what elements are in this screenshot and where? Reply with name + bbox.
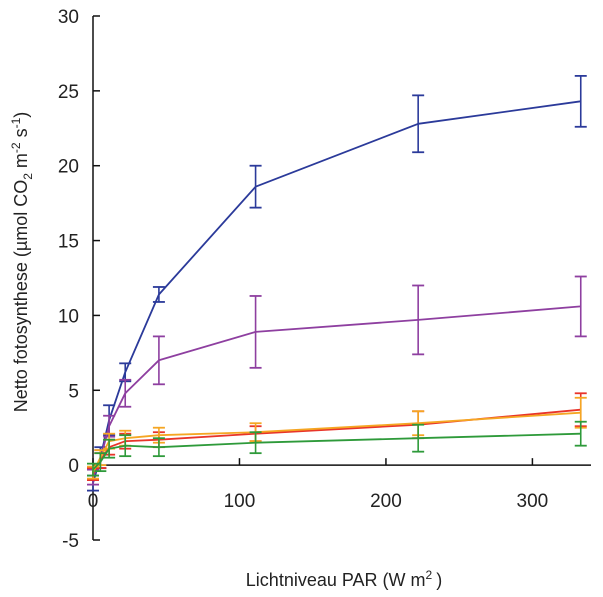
y-axis-title-end: ): [11, 112, 31, 118]
error-bar: [412, 284, 425, 356]
y-axis-title: Netto fotosynthese (µmol CO2 m-2 s-1): [9, 112, 35, 413]
y-tick-label: 5: [68, 381, 79, 402]
series-line: [92, 305, 581, 478]
y-axis-title-sup2: -1: [9, 117, 23, 128]
x-tick-label: 100: [224, 491, 256, 512]
series-line: [92, 100, 581, 484]
series-line: [92, 411, 581, 473]
error-bar: [119, 378, 132, 408]
error-bar: [152, 437, 165, 458]
y-tick-label: 0: [68, 456, 79, 477]
y-axis-title-s: s: [11, 128, 31, 142]
error-bar: [87, 462, 99, 477]
x-tick-label: 200: [370, 491, 402, 512]
series-5: [87, 420, 587, 477]
x-tick-label: 0: [88, 491, 99, 512]
error-bar: [94, 452, 107, 473]
error-bar: [249, 295, 262, 369]
x-axis-title-end: ): [436, 570, 442, 590]
y-axis-title-sub: 2: [21, 173, 35, 180]
error-bar: [412, 423, 425, 453]
y-axis-title-main: Netto fotosynthese (µmol CO: [11, 180, 31, 412]
error-bar: [574, 275, 587, 338]
x-axis-title-sup: 2: [426, 568, 433, 582]
y-tick-label: 30: [58, 7, 79, 28]
y-tick-label: 15: [58, 232, 79, 253]
series-layer: [87, 74, 587, 492]
error-bar: [574, 420, 587, 447]
error-bar: [574, 74, 587, 128]
error-bar: [152, 335, 165, 386]
error-bar: [119, 434, 132, 458]
x-axis-title: Lichtniveau PAR (W m2): [246, 568, 442, 590]
error-bar: [103, 438, 116, 459]
y-axis-title-sup1: -2: [9, 142, 23, 153]
error-bar: [152, 286, 165, 303]
x-tick-label: 300: [517, 491, 549, 512]
error-bar: [412, 94, 425, 154]
error-bar: [249, 431, 262, 455]
y-tick-label: 25: [58, 82, 79, 103]
y-tick-label: -5: [62, 531, 79, 552]
y-tick-label: 10: [58, 306, 79, 327]
x-axis-title-main: Lichtniveau PAR (W m: [246, 570, 426, 590]
error-bar: [119, 362, 132, 383]
series-3: [87, 392, 587, 482]
series-2: [87, 275, 587, 486]
error-bar: [249, 164, 262, 209]
y-axis-title-m: m: [11, 153, 31, 173]
series-line: [92, 432, 581, 471]
y-tick-label: 20: [58, 157, 79, 178]
